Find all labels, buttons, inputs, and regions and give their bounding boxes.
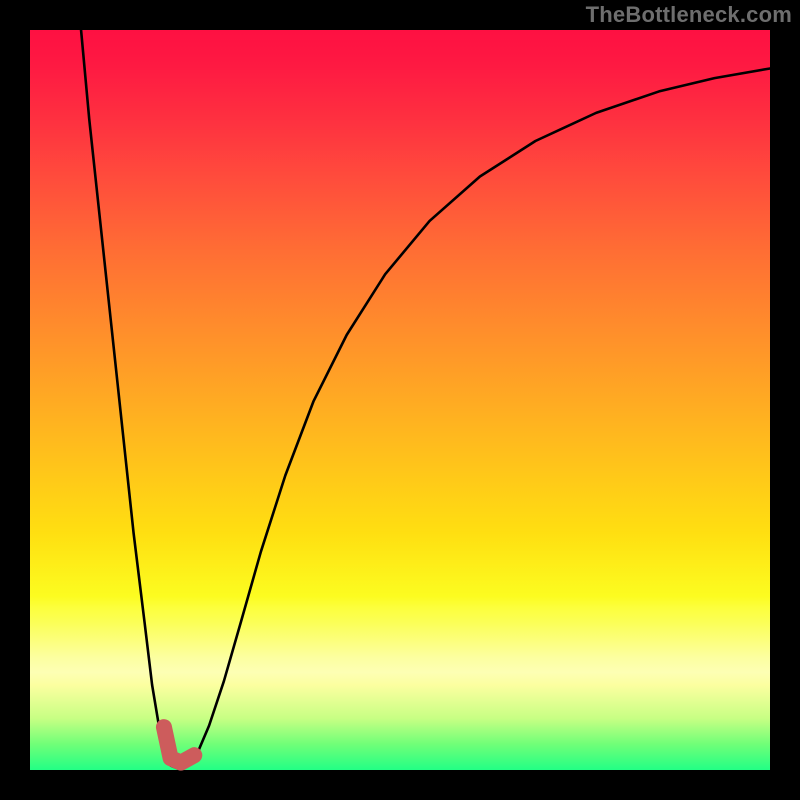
plot-background (30, 30, 770, 770)
bottleneck-chart (0, 0, 800, 800)
chart-stage: TheBottleneck.com (0, 0, 800, 800)
